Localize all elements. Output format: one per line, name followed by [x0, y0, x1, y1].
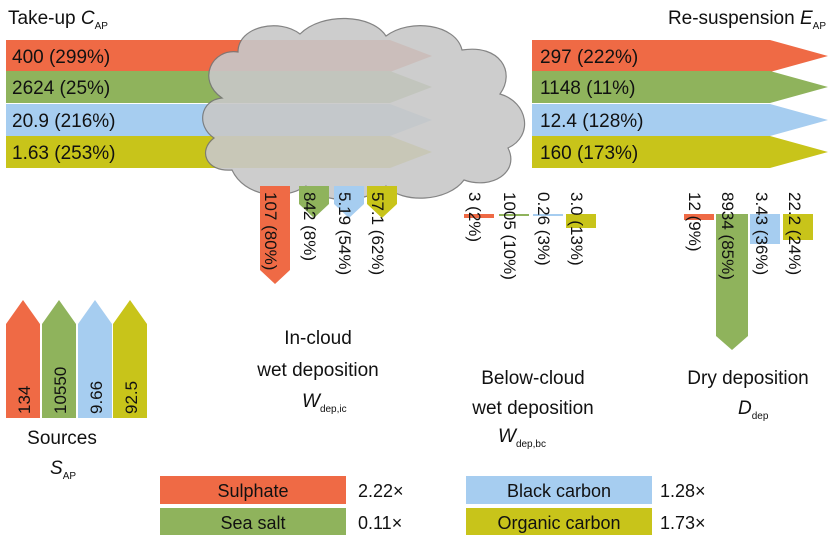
resuspension-label-black_carbon: 12.4 (128%) — [540, 111, 644, 132]
takeup-label-sulphate: 400 (299%) — [12, 47, 110, 68]
text-layer: Take-up CAP Re-suspension EAP 400 (299%) 26… — [8, 8, 826, 535]
source-arrow-sea_salt — [42, 300, 76, 418]
dry-bar-black_carbon — [750, 214, 780, 244]
incloud-label-sea_salt: 842 (8%) — [300, 192, 319, 261]
source-arrow-black_carbon — [78, 300, 112, 418]
legend-swatch-sea_salt — [160, 508, 346, 535]
source-arrow-organic_carbon — [113, 300, 147, 418]
legend-name-sea_salt: Sea salt — [220, 513, 285, 533]
dry-bar-organic_carbon — [783, 214, 813, 240]
belowcloud-label-sulphate: 3 (2%) — [465, 192, 484, 242]
incloud-bar-black_carbon — [334, 186, 364, 218]
incloud-symbol: Wdep,ic — [302, 391, 347, 415]
legend-swatch-sulphate — [160, 476, 346, 504]
dry-label-organic_carbon: 22.2 (24%) — [785, 192, 804, 275]
takeup-label-organic_carbon: 1.63 (253%) — [12, 143, 116, 164]
deposition-layer — [260, 186, 813, 350]
legend-factor-organic_carbon: 1.73× — [660, 513, 706, 533]
resuspension-arrow-organic_carbon — [532, 136, 828, 168]
belowcloud-label-black_carbon: 0.26 (3%) — [534, 192, 553, 266]
incloud-title-line2: wet deposition — [256, 360, 378, 381]
source-label-sulphate: 134 — [15, 386, 34, 414]
takeup-label-black_carbon: 20.9 (216%) — [12, 111, 116, 132]
dry-bar-sea_salt — [716, 214, 748, 350]
dry-title-line1: Dry deposition — [687, 368, 808, 389]
cloud-shape — [202, 17, 526, 201]
legend-factor-black_carbon: 1.28× — [660, 481, 706, 501]
dry-label-black_carbon: 3.43 (36%) — [752, 192, 771, 275]
belowcloud-bar-organic_carbon — [566, 214, 596, 228]
resuspension-arrow-black_carbon — [532, 104, 828, 136]
legend-factor-sea_salt: 0.11× — [358, 513, 402, 533]
source-label-organic_carbon: 92.5 — [122, 381, 141, 414]
resuspension-label-sulphate: 297 (222%) — [540, 47, 638, 68]
belowcloud-title-line1: Below-cloud — [481, 368, 585, 389]
legend-name-organic_carbon: Organic carbon — [497, 513, 620, 533]
incloud-label-black_carbon: 5.19 (54%) — [335, 192, 354, 275]
belowcloud-symbol: Wdep,bc — [498, 426, 546, 450]
incloud-label-sulphate: 107 (80%) — [261, 192, 280, 270]
dry-label-sea_salt: 8934 (85%) — [718, 192, 737, 280]
legend-name-sulphate: Sulphate — [217, 481, 288, 501]
incloud-bar-sulphate — [260, 186, 290, 284]
takeup-label-sea_salt: 2624 (25%) — [12, 78, 110, 99]
belowcloud-bar-black_carbon — [533, 214, 563, 216]
resuspension-label-organic_carbon: 160 (173%) — [540, 143, 638, 164]
belowcloud-title-line2: wet deposition — [471, 398, 593, 419]
resuspension-arrow-sea_salt — [532, 71, 828, 103]
resuspension-label-sea_salt: 1148 (11%) — [540, 78, 635, 99]
resuspension-arrow-sulphate — [532, 40, 828, 72]
source-label-black_carbon: 9.66 — [87, 381, 106, 414]
belowcloud-label-organic_carbon: 3.0 (13%) — [567, 192, 586, 266]
sources-symbol: SAP — [50, 458, 76, 482]
belowcloud-bar-sulphate — [464, 214, 494, 218]
incloud-label-organic_carbon: 57.1 (62%) — [368, 192, 387, 275]
source-label-sea_salt: 10550 — [51, 367, 70, 414]
incloud-bar-sea_salt — [299, 186, 329, 218]
legend-name-black_carbon: Black carbon — [507, 481, 611, 501]
dry-label-sulphate: 12 (9%) — [685, 192, 704, 252]
dry-symbol: Ddep — [738, 398, 769, 422]
dry-bar-sulphate — [684, 214, 714, 220]
takeup-title: Take-up CAP — [8, 8, 108, 32]
legend-swatch-organic_carbon — [466, 508, 652, 535]
source-arrow-sulphate — [6, 300, 40, 418]
belowcloud-bar-sea_salt — [499, 214, 529, 216]
sources-title-line1: Sources — [27, 428, 97, 449]
legend-swatch-black_carbon — [466, 476, 652, 504]
legend-factor-sulphate: 2.22× — [358, 481, 404, 501]
incloud-title-line1: In-cloud — [284, 328, 352, 349]
resuspension-title: Re-suspension EAP — [668, 8, 826, 32]
cloud-layer — [202, 17, 526, 201]
belowcloud-label-sea_salt: 1005 (10%) — [500, 192, 519, 280]
incloud-bar-organic_carbon — [367, 186, 397, 218]
